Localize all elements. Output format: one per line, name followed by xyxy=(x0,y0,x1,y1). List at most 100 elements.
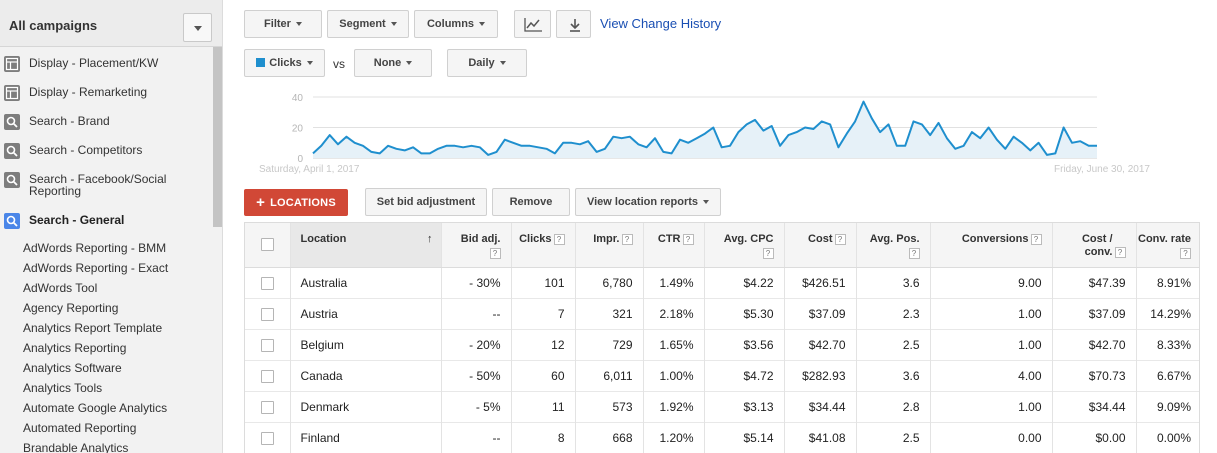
column-header-ctr[interactable]: CTR? xyxy=(643,223,705,268)
cell-location[interactable]: Finland xyxy=(290,422,442,453)
help-icon[interactable]: ? xyxy=(1114,247,1126,258)
row-checkbox[interactable] xyxy=(260,369,274,383)
column-header-conv-rate[interactable]: Conv. rate ? xyxy=(1136,223,1199,268)
select-all-checkbox[interactable] xyxy=(260,238,274,252)
cell-conversions: 4.00 xyxy=(930,360,1053,391)
row-select-cell xyxy=(245,298,291,329)
column-header-cost[interactable]: Cost? xyxy=(784,223,857,268)
cell-location[interactable]: Austria xyxy=(290,298,442,329)
cell-bid-adj: - 50% xyxy=(441,360,512,391)
help-icon[interactable]: ? xyxy=(489,248,501,259)
cell-impr: 729 xyxy=(575,329,644,360)
row-checkbox[interactable] xyxy=(260,307,274,321)
remove-button[interactable]: Remove xyxy=(492,188,570,216)
cell-avg-pos: 2.8 xyxy=(856,391,931,422)
sidebar-adgroup[interactable]: Automated Reporting xyxy=(23,421,137,435)
search-icon xyxy=(4,213,20,229)
cell-cost-conv: $47.39 xyxy=(1052,267,1137,298)
help-icon[interactable]: ? xyxy=(1030,234,1042,245)
column-header-cost-conv[interactable]: Cost / conv.? xyxy=(1052,223,1137,268)
row-select-cell xyxy=(245,360,291,391)
sidebar-adgroup[interactable]: Automate Google Analytics xyxy=(23,401,168,415)
add-locations-button[interactable]: + LOCATIONS xyxy=(244,189,348,216)
sidebar-adgroup[interactable]: AdWords Reporting - Exact xyxy=(23,261,169,275)
sidebar-campaign-search-brand[interactable]: Search - Brand xyxy=(0,108,212,136)
help-icon[interactable]: ? xyxy=(553,234,565,245)
view-change-history-link[interactable]: View Change History xyxy=(600,16,722,31)
filter-button[interactable]: Filter xyxy=(244,10,322,38)
cell-location[interactable]: Australia xyxy=(290,267,442,298)
chart-granularity-select[interactable]: Daily xyxy=(447,49,527,77)
columns-button[interactable]: Columns xyxy=(414,10,498,38)
campaign-selector-dropdown-button[interactable] xyxy=(183,13,212,42)
table-row[interactable]: Canada - 50% 60 6,011 1.00% $4.72 $282.93 3.6 4.… xyxy=(245,360,1199,391)
cell-location[interactable]: Belgium xyxy=(290,329,442,360)
column-header-avg-pos[interactable]: Avg. Pos. ? xyxy=(856,223,931,268)
column-header-impr[interactable]: Impr.? xyxy=(575,223,644,268)
cell-clicks: 12 xyxy=(511,329,576,360)
table-row[interactable]: Australia - 30% 101 6,780 1.49% $4.22 $426.51 3… xyxy=(245,267,1199,298)
cell-impr: 573 xyxy=(575,391,644,422)
sidebar-campaign-display-remarketing[interactable]: Display - Remarketing xyxy=(0,79,212,107)
chevron-down-icon xyxy=(479,22,486,27)
row-checkbox[interactable] xyxy=(260,338,274,352)
help-icon[interactable]: ? xyxy=(621,234,633,245)
segment-button[interactable]: Segment xyxy=(327,10,409,38)
sidebar-adgroup[interactable]: Brandable Analytics xyxy=(23,441,129,453)
column-header-bid-adj[interactable]: Bid adj. ? xyxy=(441,223,512,268)
column-header-label: Cost / conv. xyxy=(1081,233,1113,258)
column-header-label: Avg. CPC xyxy=(723,233,774,245)
column-header-label: Avg. Pos. xyxy=(869,233,920,245)
row-select-cell xyxy=(245,267,291,298)
chart-compare-select[interactable]: None xyxy=(354,49,432,77)
compare-vs-label: vs xyxy=(333,57,345,71)
cell-avg-cpc: $3.13 xyxy=(704,391,785,422)
chart-y-tick-label: 0 xyxy=(297,154,303,165)
help-icon[interactable]: ? xyxy=(682,234,694,245)
cell-impr: 668 xyxy=(575,422,644,453)
view-location-reports-button[interactable]: View location reports xyxy=(575,188,721,216)
column-header-label: Conversions xyxy=(961,233,1029,245)
row-checkbox[interactable] xyxy=(260,276,274,290)
help-icon[interactable]: ? xyxy=(1180,248,1191,259)
sidebar-campaign-search-facebook-social[interactable]: Search - Facebook/Social Reporting xyxy=(0,166,212,202)
column-header-location[interactable]: Location ↑ xyxy=(290,223,442,268)
cell-location[interactable]: Denmark xyxy=(290,391,442,422)
sidebar-campaign-display-placement[interactable]: Display - Placement/KW xyxy=(0,50,212,78)
sidebar-adgroup[interactable]: AdWords Reporting - BMM xyxy=(23,241,167,255)
chart-y-tick-label: 20 xyxy=(292,124,304,135)
sidebar-campaign-search-competitors[interactable]: Search - Competitors xyxy=(0,137,212,165)
table-row[interactable]: Finland -- 8 668 1.20% $5.14 $41.08 2.5 0.00 $0.0… xyxy=(245,422,1199,453)
table-row[interactable]: Denmark - 5% 11 573 1.92% $3.13 $34.44 2.8 1.00 $… xyxy=(245,391,1199,422)
sidebar-scrollbar[interactable] xyxy=(213,47,222,227)
cell-avg-cpc: $5.30 xyxy=(704,298,785,329)
plus-icon: + xyxy=(256,194,266,211)
row-checkbox[interactable] xyxy=(260,400,274,414)
table-row[interactable]: Austria -- 7 321 2.18% $5.30 $37.09 2.3 1.00 $37.… xyxy=(245,298,1199,329)
download-button[interactable] xyxy=(556,10,591,38)
chart-metric-select[interactable]: Clicks xyxy=(244,49,325,77)
sidebar-adgroup[interactable]: Analytics Software xyxy=(23,361,122,375)
campaign-selector[interactable]: All campaigns xyxy=(0,0,222,47)
set-bid-adjustment-button[interactable]: Set bid adjustment xyxy=(365,188,487,216)
sidebar-adgroup[interactable]: Agency Reporting xyxy=(23,301,119,315)
cell-location[interactable]: Canada xyxy=(290,360,442,391)
row-checkbox[interactable] xyxy=(260,431,274,445)
column-header-conversions[interactable]: Conversions? xyxy=(930,223,1053,268)
column-header-clicks[interactable]: Clicks? xyxy=(511,223,576,268)
toggle-chart-button[interactable] xyxy=(514,10,551,38)
sidebar-campaign-search-general[interactable]: Search - General xyxy=(0,207,212,235)
help-icon[interactable]: ? xyxy=(762,248,774,259)
help-icon[interactable]: ? xyxy=(834,234,846,245)
cell-cost-conv: $37.09 xyxy=(1052,298,1137,329)
sidebar-adgroup[interactable]: Analytics Reporting xyxy=(23,341,127,355)
cell-avg-cpc: $3.56 xyxy=(704,329,785,360)
sidebar-adgroup[interactable]: Analytics Tools xyxy=(23,381,103,395)
help-icon[interactable]: ? xyxy=(908,248,920,259)
table-row[interactable]: Belgium - 20% 12 729 1.65% $3.56 $42.70 2.5 1.00… xyxy=(245,329,1199,360)
cell-cost: $282.93 xyxy=(784,360,857,391)
column-header-avg-cpc[interactable]: Avg. CPC ? xyxy=(704,223,785,268)
cell-bid-adj: - 20% xyxy=(441,329,512,360)
sidebar-adgroup[interactable]: AdWords Tool xyxy=(23,281,98,295)
sidebar-adgroup[interactable]: Analytics Report Template xyxy=(23,321,163,335)
